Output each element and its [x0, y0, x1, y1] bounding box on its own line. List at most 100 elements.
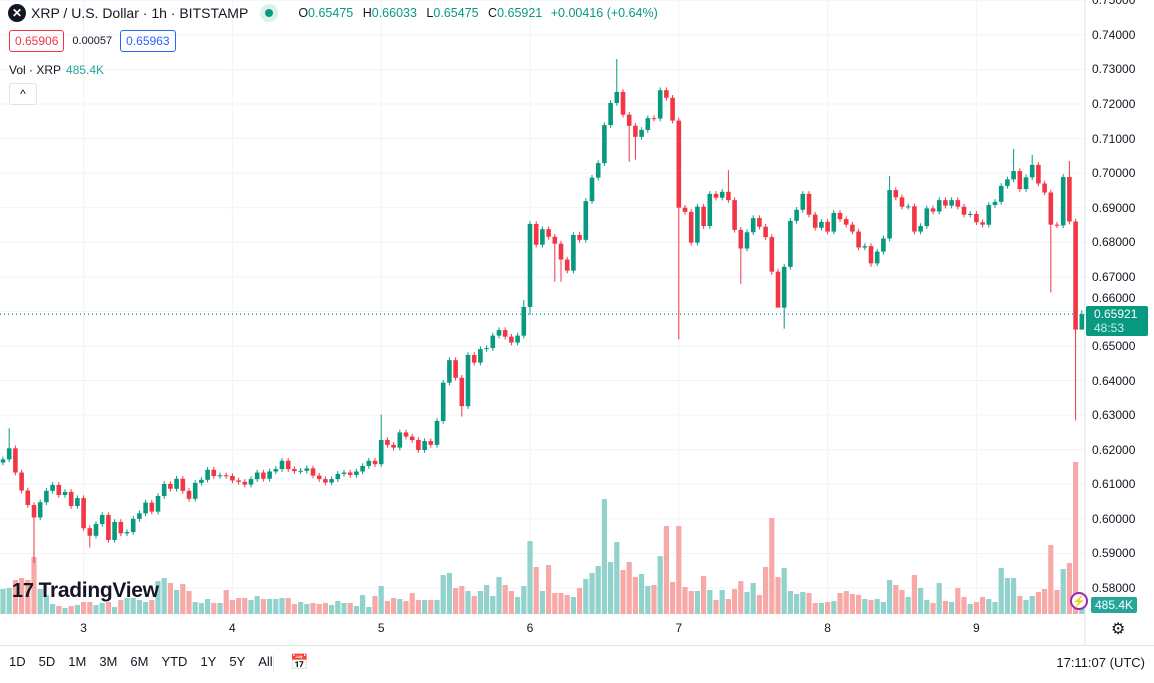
- candle-up: [571, 235, 576, 271]
- volume-bar: [825, 602, 831, 614]
- candle-down: [868, 246, 874, 264]
- candle-up: [37, 502, 43, 518]
- candle-up: [447, 360, 452, 383]
- candle-up: [800, 193, 806, 210]
- volume-bar: [105, 602, 111, 614]
- candle-up: [130, 518, 136, 532]
- range-1m-button[interactable]: 1M: [68, 654, 87, 669]
- buy-price-button[interactable]: 0.65963: [120, 30, 176, 52]
- collapse-legend-button[interactable]: ^: [9, 83, 37, 105]
- last-price-tag: 0.65921 48:53: [1086, 306, 1148, 336]
- tradingview-logo[interactable]: 17 TradingView: [12, 579, 159, 603]
- volume-bar: [167, 583, 173, 614]
- candle-up: [819, 221, 824, 228]
- symbol-title[interactable]: XRP / U.S. Dollar · 1h · BITSTAMP: [31, 5, 249, 21]
- volume-bar: [229, 600, 235, 614]
- candle-up: [695, 206, 700, 243]
- settings-gear-icon[interactable]: ⚙: [1111, 621, 1126, 638]
- market-open-dot-icon[interactable]: [260, 4, 279, 22]
- volume-bar: [56, 606, 62, 614]
- volume-bar: [992, 602, 998, 614]
- volume-bar: [403, 601, 409, 614]
- volume-bar: [713, 600, 719, 614]
- candle-down: [701, 206, 706, 227]
- volume-bar: [62, 608, 68, 614]
- volume-bar: [564, 595, 570, 614]
- volume-bar: [316, 604, 322, 614]
- range-5d-button[interactable]: 5D: [38, 654, 56, 669]
- price-chart[interactable]: [0, 0, 1154, 645]
- volume-bar: [304, 604, 310, 614]
- volume-bar: [428, 600, 434, 614]
- candle-down: [285, 460, 291, 470]
- range-5y-button[interactable]: 5Y: [229, 654, 246, 669]
- candle-up: [329, 479, 334, 483]
- volume-bar: [1054, 590, 1060, 614]
- candle-down: [416, 440, 421, 451]
- volume-bar: [930, 603, 936, 614]
- candle-up: [0, 459, 6, 463]
- volume-bar: [12, 580, 18, 614]
- volume-bar: [998, 568, 1004, 614]
- candle-down: [1073, 221, 1078, 330]
- range-3m-button[interactable]: 3M: [99, 654, 118, 669]
- candle-up: [949, 200, 954, 206]
- volume-bar: [279, 598, 285, 614]
- time-axis-label: 8: [824, 621, 831, 635]
- low-value: 0.65475: [433, 6, 479, 20]
- volume-bar: [806, 593, 812, 614]
- candle-down: [552, 236, 558, 244]
- volume-bar: [143, 602, 149, 614]
- volume-bar: [732, 589, 738, 614]
- volume-bar: [130, 598, 136, 614]
- volume-bar: [384, 601, 390, 614]
- lightning-icon[interactable]: ⚡: [1070, 592, 1088, 610]
- candle-up: [397, 432, 403, 448]
- range-all-button[interactable]: All: [258, 654, 273, 669]
- candle-up: [874, 251, 880, 264]
- volume-bar: [682, 587, 688, 614]
- volume-bar: [589, 573, 595, 614]
- volume-bar: [285, 598, 291, 614]
- volume-bar: [1011, 578, 1017, 614]
- volume-bar: [874, 599, 880, 614]
- candle-down: [893, 190, 899, 198]
- volume-bar: [546, 565, 552, 614]
- chevron-up-icon: ^: [20, 87, 26, 101]
- range-1d-button[interactable]: 1D: [9, 654, 26, 669]
- candle-up: [1079, 314, 1085, 330]
- volume-label[interactable]: Vol · XRP: [9, 63, 62, 77]
- range-1y-button[interactable]: 1Y: [200, 654, 217, 669]
- candle-up: [267, 471, 272, 479]
- open-label: O: [298, 6, 309, 20]
- utc-clock[interactable]: 17:11:07 (UTC): [1056, 655, 1145, 670]
- range-ytd-button[interactable]: YTD: [161, 654, 188, 669]
- volume-bar: [570, 597, 576, 614]
- volume-bar: [1048, 545, 1054, 614]
- calendar-range-icon[interactable]: 📅: [290, 654, 309, 671]
- candle-up: [1011, 171, 1016, 180]
- quote-box: 0.65906 0.00057 0.65963: [9, 30, 176, 52]
- candle-up: [298, 470, 303, 472]
- range-6m-button[interactable]: 6M: [130, 654, 149, 669]
- volume-bar: [1029, 596, 1035, 614]
- volume-bar: [577, 588, 583, 614]
- volume-bar: [911, 575, 917, 614]
- volume-bar: [378, 586, 384, 614]
- price-axis-label: 0.59000: [1092, 546, 1136, 561]
- volume-bar: [192, 602, 198, 614]
- volume-bar: [632, 577, 638, 614]
- candle-down: [955, 200, 961, 207]
- candle-up: [6, 448, 12, 460]
- sell-price-button[interactable]: 0.65906: [9, 30, 65, 52]
- candle-up: [484, 348, 489, 350]
- volume-bar: [37, 589, 43, 614]
- time-axis-label: 7: [675, 621, 683, 635]
- candle-down: [930, 208, 936, 212]
- candle-down: [633, 125, 638, 137]
- candle-down: [682, 207, 688, 212]
- price-axis-label: 0.69000: [1092, 200, 1136, 215]
- price-axis-label: 0.61000: [1092, 477, 1136, 492]
- volume-bar: [174, 590, 180, 614]
- volume-bar: [50, 604, 56, 614]
